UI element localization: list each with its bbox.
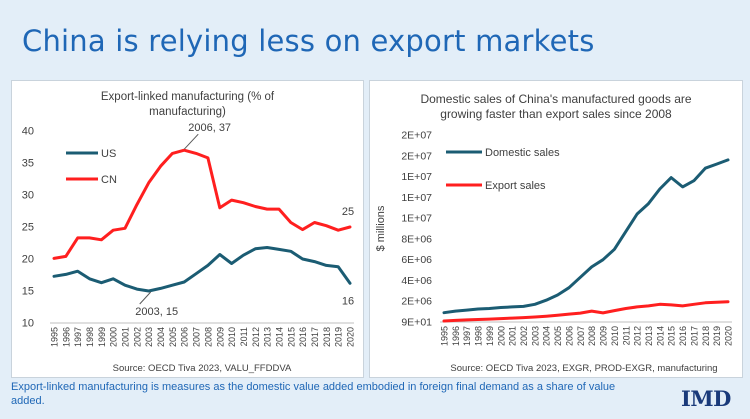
x-tick-label: 2012 [633,326,643,346]
y-tick-label: 6E+06 [401,254,432,266]
x-tick-label: 1999 [485,326,495,346]
x-tick-label: 2012 [251,327,261,347]
imd-logo: IMD [681,386,731,411]
source-note: Source: OECD Tiva 2023, EXGR, PROD-EXGR,… [450,363,717,374]
chart-panel-export-linked: Export-linked manufacturing (% of manufa… [11,80,364,378]
x-tick-label: 1998 [474,326,484,346]
x-tick-label: 2010 [227,327,237,347]
x-tick-label: 2011 [621,326,631,345]
annotation-label: 25 [342,206,354,218]
legend-label: US [101,148,116,160]
x-tick-label: 2017 [310,327,320,347]
y-tick-label: 10 [22,318,34,330]
y-tick-label: 20 [22,254,34,266]
x-tick-label: 2008 [587,326,597,346]
y-tick-label: 9E+01 [401,317,432,329]
y-tick-label: 8E+06 [401,233,432,245]
chart-title: Export-linked manufacturing (% of manufa… [100,91,275,118]
annotation-leader [183,133,199,150]
y-tick-label: 4E+06 [401,275,432,287]
y-tick-label: 1E+07 [401,171,432,183]
x-tick-label: 2002 [132,327,142,347]
x-tick-label: 1995 [50,327,60,347]
x-tick-label: 2004 [156,327,166,347]
x-tick-label: 2017 [689,326,699,346]
y-tick-label: 15 [22,286,34,298]
y-tick-label: 25 [22,222,34,234]
y-tick-label: 35 [22,158,34,170]
domestic-export-sales-chart: 9E+01 2E+06 4E+06 6E+06 8E+06 1E+07 1E+07 1E+07… [375,130,734,375]
x-tick-label: 1997 [73,327,83,347]
x-tick-label: 1998 [85,327,95,347]
x-tick-label: 2014 [655,326,665,346]
x-tick-label: 2016 [678,326,688,346]
x-tick-label: 2018 [322,327,332,347]
x-tick-label: 2009 [215,327,225,347]
series-line-cn [52,148,352,260]
footnote: Export-linked manufacturing is measures … [11,381,616,407]
x-tick-label: 2015 [286,327,296,347]
annotation-leader [139,291,152,305]
legend-label: Domestic sales [485,147,560,159]
page-title: China is relying less on export markets [22,24,595,58]
x-tick-label: 2008 [203,327,213,347]
x-tick-label: 2016 [298,327,308,347]
series-line-export-sales [442,300,730,323]
x-tick-label: 2015 [667,326,677,346]
x-tick-label: 1997 [462,326,472,346]
y-tick-label: 2E+06 [401,296,432,308]
x-tick-label: 2002 [519,326,529,346]
x-tick-label: 2020 [724,326,734,346]
x-tick-label: 2006 [564,326,574,346]
x-tick-label: 2014 [274,327,284,347]
y-axis-label: $ millions [375,205,387,251]
source-note: Source: OECD Tiva 2023, VALU_FFDDVA [113,363,292,374]
x-tick-label: 2003 [530,326,540,346]
series-line-domestic-sales [442,158,730,315]
x-tick-label: 2004 [542,326,552,346]
chart-panel-domestic-export: Domestic sales of China's manufactured g… [369,80,743,378]
x-tick-label: 2003 [144,327,154,347]
x-tick-label: 2007 [192,327,202,347]
y-tick-label: 40 [22,126,34,138]
x-tick-label: 2005 [553,326,563,346]
x-tick-label: 2011 [239,327,249,346]
annotation-label: 2003, 15 [135,306,178,318]
x-tick-label: 1996 [451,326,461,346]
x-tick-label: 2000 [109,327,119,347]
x-tick-label: 2006 [180,327,190,347]
x-tick-label: 2019 [334,327,344,347]
y-tick-label: 2E+07 [401,130,432,142]
x-tick-label: 2020 [346,327,356,347]
x-tick-label: 2005 [168,327,178,347]
y-tick-label: 1E+07 [401,213,432,225]
x-tick-label: 2007 [576,326,586,346]
annotation-label: 2006, 37 [188,122,231,134]
annotation-label: 16 [342,296,354,308]
legend-label: CN [101,174,117,186]
x-tick-label: 2009 [599,326,609,346]
x-tick-label: 2018 [701,326,711,346]
x-tick-label: 2001 [508,326,518,346]
chart-title: Domestic sales of China's manufactured g… [420,92,692,121]
x-tick-label: 1996 [61,327,71,347]
x-tick-label: 2013 [263,327,273,347]
x-tick-label: 2010 [610,326,620,346]
series-line-us [52,246,352,293]
y-tick-label: 30 [22,190,34,202]
x-tick-label: 1999 [97,327,107,347]
y-tick-label: 2E+07 [401,150,432,162]
x-tick-label: 2013 [644,326,654,346]
x-tick-label: 2000 [496,326,506,346]
x-tick-label: 1995 [440,326,450,346]
legend-label: Export sales [485,180,546,192]
x-tick-label: 2001 [121,327,131,347]
y-tick-label: 1E+07 [401,192,432,204]
x-tick-label: 2019 [712,326,722,346]
